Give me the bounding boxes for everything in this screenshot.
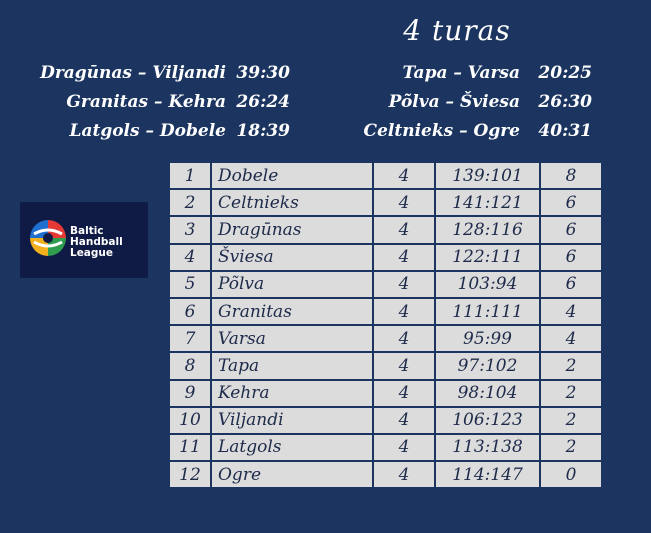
result-row: Dragūnas – Viljandi 39:30 [20, 58, 290, 87]
played-cell: 4 [372, 296, 436, 327]
match-teams: Dragūnas – Viljandi [40, 62, 226, 83]
goals-cell: 111:111 [434, 296, 541, 327]
goals-cell: 113:138 [434, 432, 541, 463]
points-cell: 2 [539, 378, 603, 408]
match-teams: Celtnieks – Ogre [363, 120, 520, 141]
points-cell: 2 [539, 432, 603, 463]
logo-text: Baltic Handball League [70, 225, 123, 259]
team-cell: Celtnieks [210, 188, 374, 218]
results-right: Tapa – Varsa 20:25 Põlva – Šviesa 26:30 … [356, 58, 592, 145]
team-cell: Šviesa [210, 242, 374, 272]
played-cell: 4 [372, 405, 436, 435]
table-row: 10 Viljandi 4 106:123 2 [168, 405, 603, 435]
goals-cell: 95:99 [434, 324, 541, 354]
position-cell: 5 [168, 269, 212, 299]
match-teams: Põlva – Šviesa [388, 91, 520, 112]
points-cell: 4 [539, 296, 603, 327]
team-cell: Dobele [210, 160, 374, 191]
table-row: 11 Latgols 4 113:138 2 [168, 432, 603, 463]
position-cell: 6 [168, 296, 212, 327]
position-cell: 3 [168, 215, 212, 245]
team-cell: Viljandi [210, 405, 374, 435]
table-row: 3 Dragūnas 4 128:116 6 [168, 215, 603, 245]
result-row: Granitas – Kehra 26:24 [20, 87, 290, 116]
played-cell: 4 [372, 432, 436, 463]
match-teams: Granitas – Kehra [66, 91, 226, 112]
table-row: 9 Kehra 4 98:104 2 [168, 378, 603, 408]
position-cell: 12 [168, 460, 212, 490]
match-score: 40:31 [538, 120, 592, 141]
match-score: 39:30 [236, 62, 290, 83]
result-row: Latgols – Dobele 18:39 [20, 116, 290, 145]
points-cell: 4 [539, 324, 603, 354]
position-cell: 9 [168, 378, 212, 408]
handball-logo-icon [30, 220, 66, 256]
points-cell: 6 [539, 269, 603, 299]
table-row: 7 Varsa 4 95:99 4 [168, 324, 603, 354]
team-cell: Ogre [210, 460, 374, 490]
table-row: 8 Tapa 4 97:102 2 [168, 351, 603, 381]
played-cell: 4 [372, 269, 436, 299]
team-cell: Kehra [210, 378, 374, 408]
results-left: Dragūnas – Viljandi 39:30 Granitas – Keh… [20, 58, 290, 145]
goals-cell: 141:121 [434, 188, 541, 218]
points-cell: 2 [539, 351, 603, 381]
position-cell: 4 [168, 242, 212, 272]
played-cell: 4 [372, 378, 436, 408]
played-cell: 4 [372, 242, 436, 272]
played-cell: 4 [372, 324, 436, 354]
goals-cell: 122:111 [434, 242, 541, 272]
result-row: Põlva – Šviesa 26:30 [356, 87, 592, 116]
goals-cell: 98:104 [434, 378, 541, 408]
team-cell: Varsa [210, 324, 374, 354]
points-cell: 6 [539, 242, 603, 272]
played-cell: 4 [372, 188, 436, 218]
match-score: 26:24 [236, 91, 290, 112]
goals-cell: 103:94 [434, 269, 541, 299]
position-cell: 1 [168, 160, 212, 191]
points-cell: 0 [539, 460, 603, 490]
position-cell: 8 [168, 351, 212, 381]
goals-cell: 114:147 [434, 460, 541, 490]
match-teams: Tapa – Varsa [402, 62, 520, 83]
team-cell: Granitas [210, 296, 374, 327]
points-cell: 6 [539, 215, 603, 245]
match-score: 18:39 [236, 120, 290, 141]
goals-cell: 106:123 [434, 405, 541, 435]
table-row: 12 Ogre 4 114:147 0 [168, 460, 603, 490]
baltic-handball-league-logo: Baltic Handball League [20, 202, 148, 278]
team-cell: Põlva [210, 269, 374, 299]
played-cell: 4 [372, 215, 436, 245]
table-row: 4 Šviesa 4 122:111 6 [168, 242, 603, 272]
played-cell: 4 [372, 160, 436, 191]
position-cell: 11 [168, 432, 212, 463]
goals-cell: 97:102 [434, 351, 541, 381]
played-cell: 4 [372, 351, 436, 381]
position-cell: 2 [168, 188, 212, 218]
match-score: 26:30 [538, 91, 592, 112]
team-cell: Dragūnas [210, 215, 374, 245]
goals-cell: 139:101 [434, 160, 541, 191]
match-teams: Latgols – Dobele [69, 120, 226, 141]
points-cell: 8 [539, 160, 603, 191]
goals-cell: 128:116 [434, 215, 541, 245]
played-cell: 4 [372, 460, 436, 490]
round-title: 4 turas [403, 14, 511, 47]
result-row: Tapa – Varsa 20:25 [356, 58, 592, 87]
position-cell: 7 [168, 324, 212, 354]
result-row: Celtnieks – Ogre 40:31 [356, 116, 592, 145]
points-cell: 6 [539, 188, 603, 218]
match-score: 20:25 [538, 62, 592, 83]
team-cell: Tapa [210, 351, 374, 381]
team-cell: Latgols [210, 432, 374, 463]
table-row: 5 Põlva 4 103:94 6 [168, 269, 603, 299]
table-row: 1 Dobele 4 139:101 8 [168, 160, 603, 191]
table-row: 2 Celtnieks 4 141:121 6 [168, 188, 603, 218]
points-cell: 2 [539, 405, 603, 435]
table-row: 6 Granitas 4 111:111 4 [168, 296, 603, 327]
standings-table: 1 Dobele 4 139:101 8 2 Celtnieks 4 141:121 6 3 Drag… [168, 160, 603, 490]
position-cell: 10 [168, 405, 212, 435]
